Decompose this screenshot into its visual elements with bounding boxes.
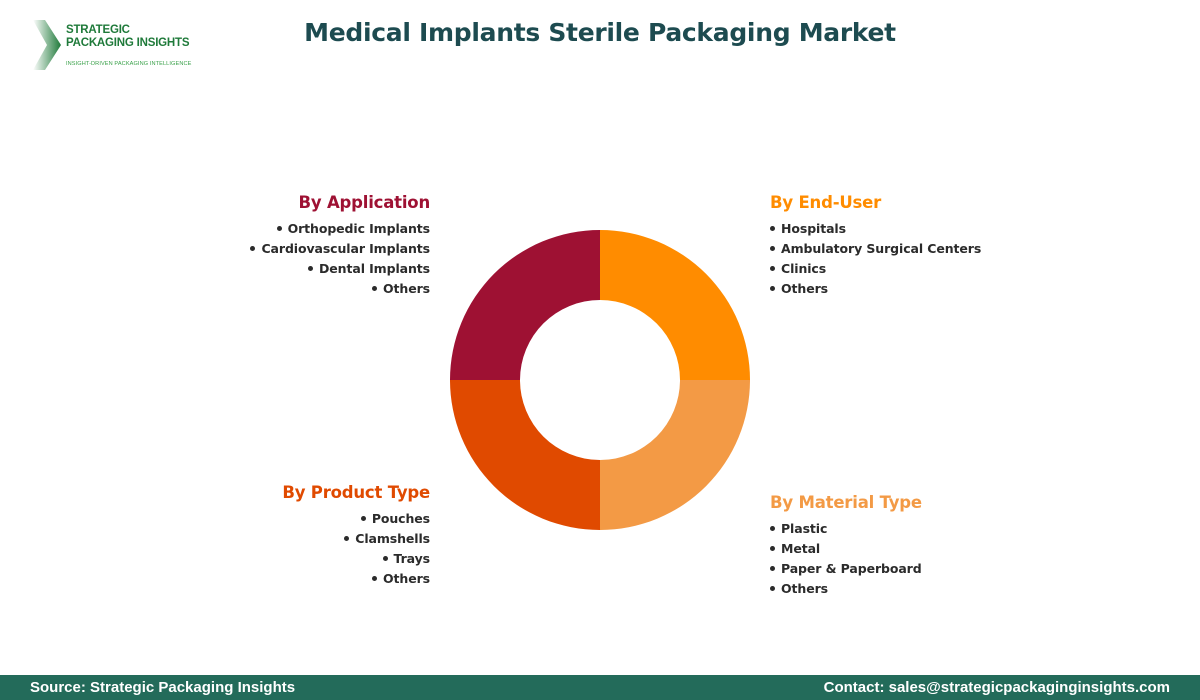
segment-heading-product-type: By Product Type bbox=[282, 483, 430, 502]
segment-heading-end-user: By End-User bbox=[770, 193, 882, 212]
list-item: Dental Implants bbox=[250, 259, 430, 279]
segment-heading-material-type: By Material Type bbox=[770, 493, 922, 512]
bullet-icon bbox=[276, 225, 282, 231]
donut-slice-product-type bbox=[450, 380, 600, 530]
bullet-icon bbox=[344, 535, 350, 541]
company-logo: STRATEGIC PACKAGING INSIGHTS INSIGHT-DRI… bbox=[30, 18, 230, 72]
logo-line-2: PACKAGING INSIGHTS bbox=[66, 36, 190, 49]
segment-application: By Application Orthopedic Implants Cardi… bbox=[250, 193, 430, 299]
segment-material-type: By Material Type Plastic Metal Paper & P… bbox=[770, 493, 922, 599]
bullet-icon bbox=[308, 265, 314, 271]
footer-source: Source: Strategic Packaging Insights bbox=[30, 679, 296, 696]
bullet-icon bbox=[770, 565, 775, 571]
bullet-icon bbox=[360, 515, 366, 521]
bullet-icon bbox=[382, 555, 388, 561]
logo-line-1: STRATEGIC bbox=[66, 24, 130, 36]
list-item: Others bbox=[770, 279, 981, 299]
segment-donut-chart bbox=[450, 230, 750, 530]
bullet-icon bbox=[372, 285, 378, 291]
footer-contact: Contact: sales@strategicpackaginginsight… bbox=[823, 679, 1170, 696]
list-item: Clinics bbox=[770, 259, 981, 279]
segment-product-type: By Product Type Pouches Clamshells Trays… bbox=[282, 483, 430, 589]
bullet-icon bbox=[372, 575, 378, 581]
bullet-icon bbox=[250, 245, 256, 251]
list-item: Others bbox=[250, 279, 430, 299]
list-item: Paper & Paperboard bbox=[770, 559, 922, 579]
list-item: Trays bbox=[282, 549, 430, 569]
bullet-icon bbox=[770, 525, 775, 531]
page-title: Medical Implants Sterile Packaging Marke… bbox=[304, 18, 896, 47]
list-item: Orthopedic Implants bbox=[250, 219, 430, 239]
bullet-icon bbox=[770, 285, 775, 291]
footer-bar: Source: Strategic Packaging Insights Con… bbox=[0, 675, 1200, 700]
donut-slice-application bbox=[450, 230, 600, 380]
bullet-icon bbox=[770, 265, 775, 271]
donut-slice-end-user bbox=[600, 230, 750, 380]
list-item: Others bbox=[282, 569, 430, 589]
donut-slice-material-type bbox=[600, 380, 750, 530]
bullet-icon bbox=[770, 545, 775, 551]
list-item: Plastic bbox=[770, 519, 922, 539]
bullet-icon bbox=[770, 245, 775, 251]
chevron-logo-icon bbox=[33, 20, 61, 70]
list-item: Cardiovascular Implants bbox=[250, 239, 430, 259]
segment-heading-application: By Application bbox=[298, 193, 430, 212]
list-item: Metal bbox=[770, 539, 922, 559]
bullet-icon bbox=[770, 225, 775, 231]
bullet-icon bbox=[770, 585, 775, 591]
list-item: Pouches bbox=[282, 509, 430, 529]
logo-tagline: INSIGHT-DRIVEN PACKAGING INTELLIGENCE bbox=[66, 61, 192, 67]
list-item: Ambulatory Surgical Centers bbox=[770, 239, 981, 259]
logo-wordmark: STRATEGIC PACKAGING INSIGHTS bbox=[66, 24, 190, 49]
list-item: Others bbox=[770, 579, 922, 599]
segment-end-user: By End-User Hospitals Ambulatory Surgica… bbox=[770, 193, 981, 299]
list-item: Hospitals bbox=[770, 219, 981, 239]
list-item: Clamshells bbox=[282, 529, 430, 549]
